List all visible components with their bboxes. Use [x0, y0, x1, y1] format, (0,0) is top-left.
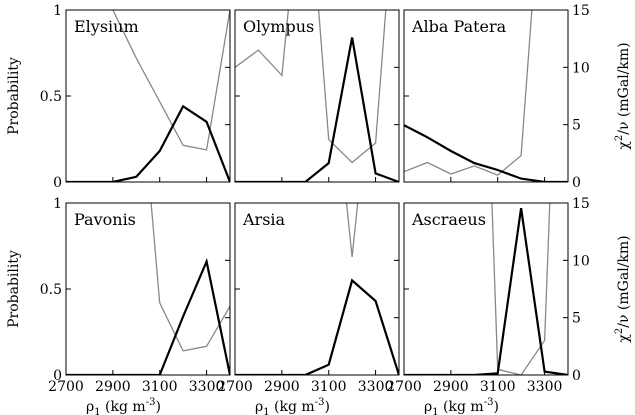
probability-line-ascraeus	[404, 208, 568, 375]
panel-title-ascraeus: Ascraeus	[411, 210, 486, 229]
panel-title-elysium: Elysium	[74, 17, 139, 36]
x-tick-label: 3100	[480, 379, 516, 395]
right-axis-title-bottom: χ2/ν (mGal/km)	[614, 235, 632, 342]
x-axis-title-col3: ρ1 (kg m-3)	[424, 397, 499, 415]
panel-title-arsia: Arsia	[242, 210, 286, 229]
y-left-tick-label: 0	[53, 175, 62, 191]
right-axis-title-top: χ2/ν (mGal/km)	[614, 42, 632, 149]
chi2-line-pavonis	[150, 203, 230, 352]
x-tick-label: 3100	[142, 379, 178, 395]
y-right-tick-label: 15	[572, 3, 590, 19]
x-tick-label: 3300	[527, 379, 563, 395]
chi2-line-elysium	[112, 10, 230, 151]
x-tick-label: 2900	[433, 379, 469, 395]
panel-arsia: Arsia 2700 2900 3100 3300	[217, 202, 400, 395]
y-right-tick-label: 0	[572, 368, 581, 384]
probability-line-pavonis	[66, 257, 230, 375]
y-right-tick-label: 5	[572, 311, 581, 327]
x-axis-title-col1: ρ1 (kg m-3)	[86, 397, 161, 415]
panel-alba-patera: Alba Patera 0 5 10 15	[403, 3, 590, 191]
probability-line-olympus	[235, 37, 399, 182]
left-axis-title-top: Probability	[6, 57, 22, 135]
x-tick-label: 2900	[95, 379, 131, 395]
x-tick-label: 3100	[311, 379, 347, 395]
x-tick-label: 2900	[264, 379, 300, 395]
panel-title-olympus: Olympus	[243, 17, 314, 36]
chi2-line-alba-patera	[404, 10, 533, 176]
x-tick-label: 2700	[386, 379, 422, 395]
y-left-tick-label: 1	[53, 196, 62, 212]
probability-line-elysium	[66, 104, 230, 182]
y-right-tick-label: 5	[572, 118, 581, 134]
x-tick-label: 2700	[217, 379, 253, 395]
x-axis-title-col2: ρ1 (kg m-3)	[255, 397, 330, 415]
x-tick-label: 2700	[48, 379, 84, 395]
left-axis-title-bottom: Probability	[6, 250, 22, 328]
y-left-tick-label: 0	[53, 368, 62, 384]
y-left-tick-label: 0.5	[40, 89, 62, 105]
panel-title-alba-patera: Alba Patera	[411, 17, 507, 36]
y-right-tick-label: 10	[572, 60, 590, 76]
probability-line-alba-patera	[404, 124, 568, 182]
y-left-tick-label: 0.5	[40, 282, 62, 298]
panel-elysium: Elysium 0 0.5 1	[40, 3, 231, 191]
chi2-line-ascraeus	[491, 203, 551, 375]
panel-title-pavonis: Pavonis	[74, 210, 136, 229]
panel-pavonis: Pavonis 0 0.5 1 2700 2900 3100 3300	[40, 196, 231, 395]
y-left-tick-label: 1	[53, 3, 62, 19]
y-right-tick-label: 10	[572, 253, 590, 269]
x-tick-label: 3300	[189, 379, 225, 395]
x-tick-label: 3300	[358, 379, 394, 395]
panel-ascraeus: Ascraeus 0 5 10 15 2700 2900 3100 3300	[386, 196, 590, 395]
panel-olympus: Olympus	[234, 9, 400, 183]
y-right-tick-label: 15	[572, 196, 590, 212]
chi2-line-arsia	[345, 203, 359, 257]
probability-line-arsia	[235, 278, 399, 375]
y-right-tick-label: 0	[572, 175, 581, 191]
